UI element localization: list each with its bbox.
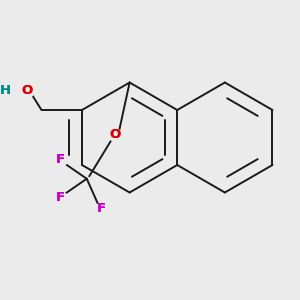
Text: F: F — [97, 202, 106, 215]
Text: O: O — [110, 128, 121, 141]
Text: H: H — [0, 84, 11, 97]
Text: F: F — [56, 153, 65, 166]
Text: F: F — [97, 202, 106, 215]
Text: O: O — [22, 84, 33, 97]
Text: F: F — [56, 153, 65, 166]
Text: O: O — [22, 84, 33, 97]
Text: F: F — [56, 191, 65, 205]
Text: O: O — [110, 128, 121, 141]
Text: F: F — [56, 191, 65, 205]
Text: H: H — [0, 84, 11, 97]
